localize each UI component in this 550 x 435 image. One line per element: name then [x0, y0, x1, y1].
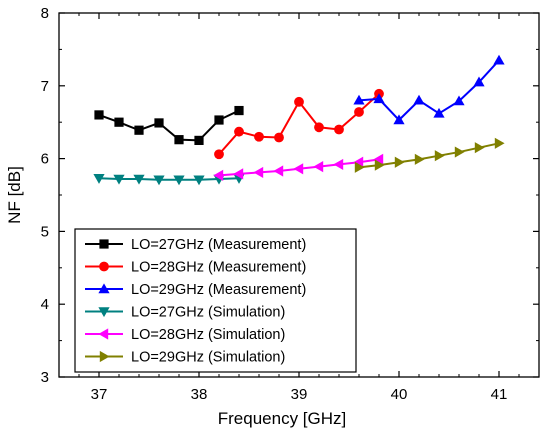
legend-label: LO=29GHz (Measurement) — [131, 282, 306, 298]
data-point — [133, 174, 145, 185]
data-point — [293, 163, 304, 175]
data-point — [154, 118, 164, 128]
data-point — [454, 146, 465, 158]
data-point — [314, 122, 324, 133]
y-tick-label: 8 — [41, 5, 49, 22]
data-point — [414, 153, 425, 165]
x-tick-label: 40 — [391, 386, 408, 403]
data-point — [214, 115, 224, 125]
data-point — [354, 161, 365, 173]
data-point — [254, 131, 264, 142]
data-point — [114, 117, 124, 127]
x-tick-label: 41 — [491, 386, 508, 403]
legend-box — [74, 228, 357, 373]
data-point — [214, 149, 224, 160]
legend-label: LO=27GHz (Measurement) — [131, 237, 306, 253]
legend-marker — [99, 350, 110, 363]
data-point — [333, 158, 344, 171]
data-point — [273, 165, 284, 177]
legend: LO=27GHz (Measurement) LO=28GHz (Measurem… — [74, 228, 357, 373]
legend-label: LO=28GHz (Simulation) — [131, 327, 285, 343]
data-point — [373, 93, 385, 104]
data-point — [413, 94, 425, 105]
legend-marker — [98, 328, 109, 340]
legend-label: LO=28GHz (Measurement) — [131, 260, 306, 276]
series-2 — [214, 88, 384, 160]
data-point — [213, 169, 224, 181]
data-point — [394, 156, 405, 168]
data-point — [373, 153, 384, 165]
data-point — [153, 175, 165, 186]
data-point — [94, 110, 104, 120]
data-point — [193, 175, 205, 186]
data-point — [134, 125, 144, 135]
series-line — [98, 177, 240, 181]
y-tick-label: 6 — [41, 151, 49, 168]
data-point — [274, 132, 284, 143]
data-point — [434, 150, 445, 162]
series-3 — [353, 54, 505, 125]
x-axis-title: Frequency [GHz] — [218, 409, 347, 428]
legend-marker — [98, 307, 110, 318]
data-point — [393, 114, 405, 125]
data-point — [353, 94, 365, 105]
y-tick-label: 4 — [41, 296, 49, 313]
data-point — [233, 168, 244, 180]
data-point — [453, 95, 465, 106]
series-6 — [354, 137, 505, 173]
data-point — [474, 142, 485, 154]
data-point — [294, 96, 304, 107]
data-point — [353, 156, 364, 168]
data-point — [374, 159, 385, 171]
legend-marker — [99, 239, 109, 249]
data-point — [473, 76, 485, 87]
data-point — [334, 124, 344, 135]
x-tick-label: 39 — [291, 386, 308, 403]
y-tick-label: 5 — [41, 223, 49, 240]
x-tick-label: 38 — [191, 386, 208, 403]
data-point — [253, 166, 264, 179]
data-point — [493, 54, 505, 65]
legend-marker — [99, 261, 109, 272]
data-point — [433, 107, 445, 118]
data-point — [234, 126, 244, 137]
series-4 — [93, 174, 245, 186]
series-5 — [213, 153, 384, 181]
legend-label: LO=29GHz (Simulation) — [131, 350, 285, 366]
data-point — [354, 107, 364, 117]
data-point — [174, 135, 184, 145]
data-point — [173, 175, 185, 186]
data-point — [93, 174, 105, 184]
data-point — [234, 105, 244, 116]
data-point — [194, 135, 204, 145]
data-point — [313, 161, 324, 173]
series-1 — [94, 105, 244, 145]
legend-marker — [98, 283, 110, 294]
y-tick-label: 7 — [41, 78, 49, 95]
data-point — [494, 137, 505, 149]
y-axis-title: NF [dB] — [5, 166, 24, 224]
y-tick-label: 3 — [41, 369, 49, 386]
legend-label: LO=27GHz (Simulation) — [131, 305, 285, 321]
data-point — [113, 174, 125, 185]
x-tick-label: 37 — [91, 386, 108, 403]
